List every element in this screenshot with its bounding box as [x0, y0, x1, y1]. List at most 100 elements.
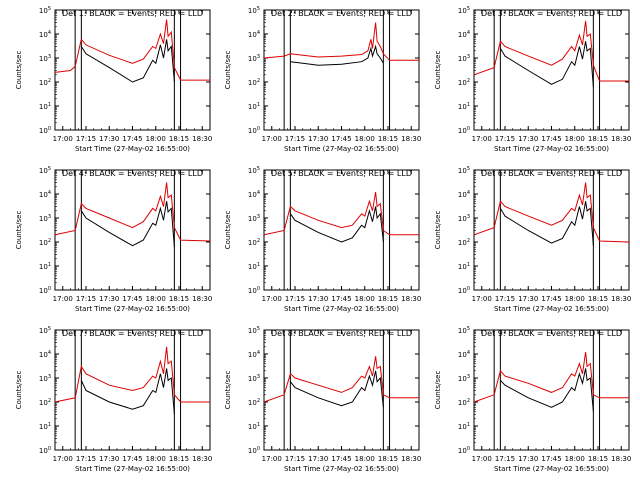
y-tick-label: 104: [248, 190, 260, 199]
y-tick-label: 100: [248, 446, 260, 455]
x-tick-label: 17:30: [518, 135, 538, 143]
x-axis-label: Start Time (27-May-02 16:55:00): [284, 465, 399, 473]
y-tick-label: 102: [248, 238, 260, 247]
y-tick-label: 102: [458, 78, 470, 87]
chart-panel-8: Det 8: BLACK = Events, RED = LLDCounts/s…: [224, 326, 421, 473]
x-tick-label: 18:30: [611, 135, 631, 143]
y-tick-label: 102: [39, 238, 51, 247]
y-axis-label: Counts/sec: [434, 51, 442, 90]
y-tick-label: 101: [458, 422, 470, 431]
plot-frame: [263, 9, 420, 131]
x-tick-label: 18:30: [192, 295, 212, 303]
x-axis-label: Start Time (27-May-02 16:55:00): [284, 305, 399, 313]
series-lld-line: [263, 356, 419, 403]
plot-frame: [263, 169, 420, 291]
x-tick-label: 18:15: [588, 295, 608, 303]
chart-panel-6: Det 6: BLACK = Events, RED = LLDCounts/s…: [434, 166, 631, 313]
x-tick-label: 17:30: [99, 135, 119, 143]
x-tick-label: 17:00: [262, 295, 282, 303]
x-tick-label: 17:30: [308, 295, 328, 303]
x-tick-label: 17:15: [495, 135, 515, 143]
x-tick-label: 18:15: [378, 295, 398, 303]
y-tick-label: 104: [248, 30, 260, 39]
x-axis-label: Start Time (27-May-02 16:55:00): [284, 145, 399, 153]
y-tick-label: 105: [248, 166, 260, 175]
x-tick-label: 17:30: [308, 455, 328, 463]
y-tick-label: 101: [458, 102, 470, 111]
y-axis-label: Counts/sec: [15, 51, 23, 90]
y-tick-label: 100: [39, 286, 51, 295]
x-tick-label: 17:00: [53, 295, 73, 303]
x-tick-label: 18:30: [401, 295, 421, 303]
x-tick-label: 17:30: [308, 135, 328, 143]
series-events-line: [80, 368, 175, 415]
x-axis-label: Start Time (27-May-02 16:55:00): [494, 145, 609, 153]
x-tick-label: 18:00: [565, 295, 585, 303]
x-tick-label: 17:00: [472, 295, 492, 303]
y-tick-label: 102: [39, 78, 51, 87]
series-lld-line: [263, 192, 419, 236]
x-axis-label: Start Time (27-May-02 16:55:00): [75, 465, 190, 473]
x-tick-label: 18:30: [611, 455, 631, 463]
y-tick-label: 101: [248, 102, 260, 111]
x-tick-label: 18:15: [169, 455, 189, 463]
x-tick-label: 18:00: [146, 135, 166, 143]
series-events-line: [499, 41, 594, 88]
y-tick-label: 103: [458, 374, 470, 383]
series-lld-line: [473, 182, 630, 243]
x-tick-label: 18:30: [192, 135, 212, 143]
y-tick-label: 101: [248, 422, 260, 431]
y-tick-label: 104: [39, 30, 51, 39]
x-tick-label: 18:00: [355, 455, 375, 463]
chart-panel-2: Det 2: BLACK = Events, RED = LLDCounts/s…: [224, 6, 421, 153]
y-tick-label: 105: [39, 6, 51, 15]
x-axis-label: Start Time (27-May-02 16:55:00): [494, 305, 609, 313]
x-tick-label: 17:45: [122, 455, 142, 463]
y-tick-label: 103: [458, 214, 470, 223]
x-tick-label: 18:00: [355, 135, 375, 143]
y-tick-label: 103: [39, 374, 51, 383]
y-tick-label: 105: [39, 326, 51, 335]
x-tick-label: 17:45: [541, 135, 561, 143]
plot-frame: [54, 169, 211, 291]
y-tick-label: 103: [248, 54, 260, 63]
y-tick-label: 100: [458, 446, 470, 455]
y-tick-label: 103: [458, 54, 470, 63]
y-tick-label: 100: [248, 126, 260, 135]
y-tick-label: 105: [458, 6, 470, 15]
x-tick-label: 17:15: [76, 295, 96, 303]
x-tick-label: 17:00: [262, 135, 282, 143]
y-tick-label: 103: [248, 214, 260, 223]
chart-panel-4: Det 4: BLACK = Events, RED = LLDCounts/s…: [15, 166, 212, 313]
y-axis-label: Counts/sec: [224, 51, 232, 90]
y-tick-label: 105: [248, 326, 260, 335]
y-tick-label: 104: [39, 190, 51, 199]
y-tick-label: 100: [458, 286, 470, 295]
y-tick-label: 104: [458, 30, 470, 39]
x-tick-label: 18:00: [146, 455, 166, 463]
x-tick-label: 17:30: [99, 295, 119, 303]
x-tick-label: 17:45: [331, 135, 351, 143]
x-tick-label: 18:30: [192, 455, 212, 463]
y-tick-label: 100: [248, 286, 260, 295]
series-lld-line: [54, 182, 211, 242]
plot-frame: [473, 169, 630, 291]
series-lld-line: [473, 352, 629, 403]
x-tick-label: 17:45: [331, 455, 351, 463]
series-lld-line: [263, 22, 419, 61]
x-tick-label: 17:45: [122, 295, 142, 303]
y-tick-label: 101: [458, 262, 470, 271]
y-tick-label: 102: [458, 398, 470, 407]
y-tick-label: 101: [39, 422, 51, 431]
chart-panel-7: Det 7: BLACK = Events, RED = LLDCounts/s…: [15, 326, 212, 473]
x-axis-label: Start Time (27-May-02 16:55:00): [75, 305, 190, 313]
y-tick-label: 104: [458, 190, 470, 199]
x-tick-label: 17:45: [331, 295, 351, 303]
y-axis-label: Counts/sec: [434, 371, 442, 410]
x-axis-label: Start Time (27-May-02 16:55:00): [75, 145, 190, 153]
x-tick-label: 18:00: [355, 295, 375, 303]
series-events-line: [80, 39, 175, 83]
y-tick-label: 101: [248, 262, 260, 271]
series-events-line: [499, 201, 594, 246]
